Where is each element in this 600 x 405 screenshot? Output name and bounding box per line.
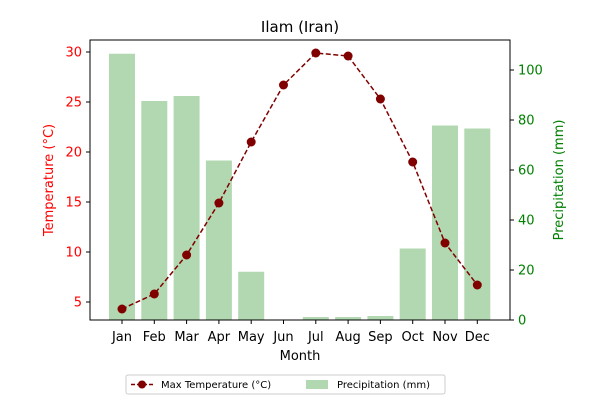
- x-tick-label-nov: Nov: [432, 330, 458, 345]
- x-tick-label-dec: Dec: [465, 330, 490, 345]
- precipitation-bar-jan: [109, 53, 135, 320]
- precipitation-bar-aug: [335, 317, 362, 320]
- temperature-line: [117, 48, 482, 314]
- right-axis-label: Precipitation (mm): [552, 120, 567, 241]
- precipitation-bar-may: [238, 271, 265, 320]
- temperature-point-aug: [343, 51, 353, 61]
- x-tick-label-feb: Feb: [143, 330, 166, 345]
- precipitation-bar-jul: [302, 317, 329, 320]
- temperature-point-jul: [311, 48, 321, 58]
- temperature-point-nov: [440, 238, 450, 248]
- x-tick-label-jul: Jul: [307, 330, 324, 345]
- left-tick-label-10: 10: [65, 246, 82, 261]
- temperature-point-apr: [214, 198, 224, 208]
- legend-frame: [125, 374, 446, 395]
- legend: Max Temperature (°C) Precipitation (mm): [125, 374, 446, 395]
- temperature-point-sep: [375, 94, 385, 104]
- x-tick-label-sep: Sep: [368, 330, 393, 345]
- precipitation-bar-sep: [367, 316, 394, 320]
- left-axis-label: Temperature (°C): [42, 124, 57, 237]
- right-tick-label-0: 0: [518, 314, 526, 329]
- legend-label-precipitation: Precipitation (mm): [337, 380, 430, 391]
- x-tick-label-mar: Mar: [174, 330, 199, 345]
- precipitation-bar-dec: [464, 128, 491, 320]
- x-axis-ticks: Jan Feb Mar Apr May Jun Jul Aug Sep Oct Nov Dec: [111, 320, 490, 345]
- right-tick-label-20: 20: [518, 264, 535, 279]
- legend-bar-swatch: [306, 380, 328, 389]
- temperature-point-oct: [408, 157, 418, 167]
- legend-line-dot: [138, 380, 146, 389]
- precipitation-bar-nov: [432, 125, 458, 320]
- left-tick-label-5: 5: [74, 296, 82, 311]
- temperature-point-feb: [149, 289, 159, 299]
- x-tick-label-may: May: [238, 330, 265, 345]
- precipitation-bar-feb: [141, 101, 168, 320]
- x-tick-label-aug: Aug: [335, 330, 360, 345]
- precipitation-bar-oct: [399, 248, 426, 320]
- x-tick-label-apr: Apr: [208, 330, 231, 345]
- right-tick-label-60: 60: [518, 164, 535, 179]
- x-tick-label-oct: Oct: [401, 330, 423, 345]
- right-tick-label-100: 100: [518, 64, 543, 79]
- left-tick-label-15: 15: [65, 196, 82, 211]
- legend-label-temperature: Max Temperature (°C): [161, 380, 271, 391]
- right-tick-label-40: 40: [518, 214, 535, 229]
- precipitation-bar-mar: [173, 96, 200, 320]
- left-axis-ticks: 5 10 15 20 25 30: [65, 46, 90, 311]
- temperature-point-dec: [472, 280, 482, 290]
- x-tick-label-jan: Jan: [111, 330, 132, 345]
- x-tick-label-jun: Jun: [272, 330, 293, 345]
- temperature-point-jan: [117, 304, 127, 314]
- temperature-point-may: [246, 137, 256, 147]
- temperature-point-jun: [279, 80, 288, 90]
- left-tick-label-25: 25: [65, 96, 82, 111]
- right-axis-ticks: 0 20 40 60 80 100: [510, 64, 543, 329]
- chart-title: Ilam (Iran): [261, 18, 339, 36]
- plot-frame: [89, 39, 511, 321]
- x-axis-label: Month: [280, 349, 321, 364]
- temperature-line-path: [121, 52, 478, 310]
- left-tick-label-20: 20: [65, 146, 82, 161]
- right-tick-label-80: 80: [518, 114, 535, 129]
- left-tick-label-30: 30: [65, 46, 82, 61]
- temperature-point-mar: [182, 250, 192, 260]
